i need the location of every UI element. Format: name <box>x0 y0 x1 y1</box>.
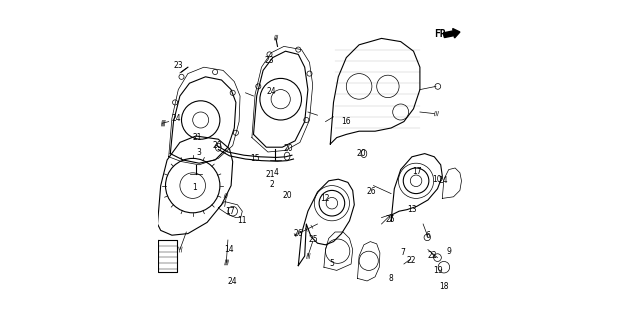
Text: 6: 6 <box>425 231 431 240</box>
Text: FR.: FR. <box>434 29 452 39</box>
Text: 14: 14 <box>225 245 234 254</box>
Text: 5: 5 <box>330 260 335 268</box>
Text: 22: 22 <box>427 252 437 260</box>
Text: 2: 2 <box>270 180 274 188</box>
Text: 24: 24 <box>438 176 448 185</box>
Text: 12: 12 <box>320 194 330 203</box>
Text: 20: 20 <box>213 141 222 150</box>
Text: 21: 21 <box>192 133 202 142</box>
Text: 10: 10 <box>432 175 443 184</box>
Text: 17: 17 <box>225 207 236 216</box>
Text: 26: 26 <box>366 188 376 196</box>
Text: 15: 15 <box>250 154 260 163</box>
Text: 25: 25 <box>385 215 394 224</box>
Text: 23: 23 <box>173 61 183 70</box>
Text: 24: 24 <box>266 87 276 96</box>
Text: 7: 7 <box>400 248 404 257</box>
Text: 13: 13 <box>407 205 417 214</box>
Text: 22: 22 <box>406 256 416 265</box>
Text: 26: 26 <box>293 229 303 238</box>
Text: 1: 1 <box>192 183 197 192</box>
Text: 18: 18 <box>439 282 449 291</box>
Text: 8: 8 <box>389 274 394 283</box>
Text: 20: 20 <box>356 149 366 158</box>
Text: 24: 24 <box>171 114 181 123</box>
Text: 21: 21 <box>265 170 275 179</box>
Text: 25: 25 <box>309 236 318 244</box>
Text: 4: 4 <box>274 168 279 177</box>
Text: 20: 20 <box>283 191 292 200</box>
Text: 24: 24 <box>228 277 237 286</box>
Text: 23: 23 <box>264 56 274 65</box>
Text: 17: 17 <box>413 167 422 176</box>
Text: 16: 16 <box>342 117 351 126</box>
Text: 20: 20 <box>283 144 293 153</box>
Text: 3: 3 <box>197 148 201 156</box>
FancyArrow shape <box>443 28 460 38</box>
Text: 9: 9 <box>446 247 451 256</box>
Text: 11: 11 <box>237 216 247 225</box>
Text: 19: 19 <box>433 266 443 275</box>
